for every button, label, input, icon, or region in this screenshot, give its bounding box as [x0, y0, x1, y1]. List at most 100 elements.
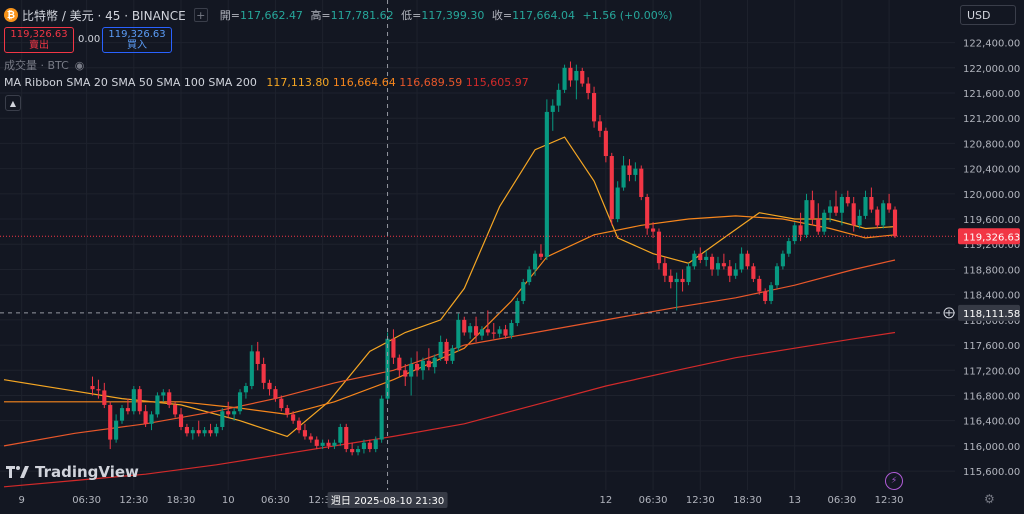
candle-body[interactable] [243, 386, 248, 393]
candle-body[interactable] [515, 300, 520, 324]
candle-body[interactable] [102, 390, 107, 405]
candle-body[interactable] [149, 414, 154, 424]
candle-body[interactable] [497, 329, 502, 334]
candle-body[interactable] [568, 67, 573, 81]
candle-body[interactable] [420, 360, 426, 371]
candle-body[interactable] [267, 382, 272, 390]
candle-body[interactable] [627, 165, 632, 175]
candle-body[interactable] [367, 442, 372, 450]
candle-body[interactable] [792, 225, 797, 242]
candle-body[interactable] [332, 442, 337, 446]
candle-body[interactable] [320, 442, 325, 446]
candle-body[interactable] [550, 105, 555, 112]
candle-body[interactable] [857, 215, 862, 226]
candle-body[interactable] [704, 256, 709, 260]
candle-body[interactable] [810, 200, 815, 220]
candle-body[interactable] [137, 389, 142, 412]
candle-body[interactable] [822, 212, 827, 232]
candle-body[interactable] [485, 329, 490, 333]
ma-ribbon-legend[interactable]: MA Ribbon SMA 20 SMA 50 SMA 100 SMA 200 … [4, 76, 529, 89]
candle-body[interactable] [651, 228, 656, 232]
candle-body[interactable] [869, 196, 874, 210]
gear-icon[interactable]: ⚙ [984, 492, 995, 506]
candle-body[interactable] [887, 203, 892, 210]
candle-body[interactable] [816, 219, 821, 232]
candle-body[interactable] [338, 426, 343, 443]
candle-body[interactable] [532, 253, 538, 270]
candle-body[interactable] [444, 341, 449, 361]
candle-body[interactable] [355, 449, 361, 453]
candle-body[interactable] [833, 206, 839, 213]
candle-body[interactable] [291, 414, 296, 421]
candle-body[interactable] [656, 231, 662, 264]
candle-body[interactable] [473, 326, 479, 336]
candle-body[interactable] [391, 338, 396, 358]
candle-body[interactable] [633, 168, 638, 175]
candle-body[interactable] [745, 253, 750, 267]
candle-body[interactable] [208, 430, 213, 434]
candle-body[interactable] [668, 275, 673, 283]
candle-body[interactable] [202, 430, 207, 434]
currency-select[interactable]: USD [960, 5, 1016, 25]
tradingview-logo[interactable]: TradingView [6, 463, 139, 481]
candle-body[interactable] [727, 266, 732, 276]
candle-body[interactable] [96, 389, 101, 391]
candle-body[interactable] [639, 168, 644, 197]
candle-body[interactable] [479, 329, 485, 336]
candle-body[interactable] [373, 439, 378, 450]
candle-body[interactable] [603, 130, 608, 157]
candle-body[interactable] [397, 357, 402, 371]
candle-body[interactable] [491, 332, 496, 334]
candle-body[interactable] [462, 319, 467, 333]
candle-body[interactable] [774, 266, 780, 286]
candle-body[interactable] [674, 278, 679, 283]
candle-body[interactable] [574, 70, 579, 81]
candle-body[interactable] [108, 404, 113, 440]
candle-body[interactable] [621, 165, 626, 188]
candle-body[interactable] [804, 200, 809, 235]
candle-body[interactable] [273, 389, 278, 399]
candle-body[interactable] [892, 209, 898, 237]
compare-icon[interactable]: + [193, 8, 208, 22]
candle-body[interactable] [426, 360, 431, 368]
candle-body[interactable] [226, 411, 231, 415]
candle-body[interactable] [721, 263, 726, 267]
candle-body[interactable] [302, 430, 307, 437]
candle-body[interactable] [119, 408, 125, 421]
candle-body[interactable] [468, 326, 473, 333]
candle-body[interactable] [326, 442, 331, 446]
candle-body[interactable] [769, 285, 774, 301]
candle-body[interactable] [645, 196, 650, 229]
candle-body[interactable] [521, 282, 526, 301]
candle-body[interactable] [184, 426, 189, 434]
candle-body[interactable] [379, 398, 384, 440]
candle-body[interactable] [344, 426, 349, 450]
eye-icon[interactable]: ◉ [74, 58, 85, 72]
candle-body[interactable] [414, 363, 420, 371]
candle-body[interactable] [173, 404, 178, 415]
candle-body[interactable] [686, 266, 691, 283]
candle-body[interactable] [527, 269, 532, 283]
candle-body[interactable] [733, 269, 738, 276]
candle-body[interactable] [255, 351, 260, 364]
candle-body[interactable] [190, 430, 195, 434]
volume-legend[interactable]: 成交量 · BTC ◉ [4, 57, 84, 73]
candle-body[interactable] [125, 408, 130, 412]
candle-body[interactable] [178, 414, 184, 427]
add-alert-icon[interactable] [943, 307, 955, 319]
candle-body[interactable] [544, 111, 549, 257]
candle-body[interactable] [249, 351, 254, 387]
candle-body[interactable] [114, 420, 119, 440]
candle-body[interactable] [692, 253, 697, 267]
collapse-legend-icon[interactable]: ▲ [5, 95, 21, 111]
candle-body[interactable] [196, 430, 201, 434]
candle-body[interactable] [757, 278, 762, 292]
candle-body[interactable] [285, 408, 290, 415]
candle-body[interactable] [155, 395, 160, 415]
candle-body[interactable] [798, 225, 803, 235]
candle-body[interactable] [361, 442, 367, 450]
candle-body[interactable] [863, 196, 868, 216]
candle-body[interactable] [232, 411, 237, 415]
candle-body[interactable] [214, 426, 219, 434]
candle-body[interactable] [562, 67, 567, 90]
